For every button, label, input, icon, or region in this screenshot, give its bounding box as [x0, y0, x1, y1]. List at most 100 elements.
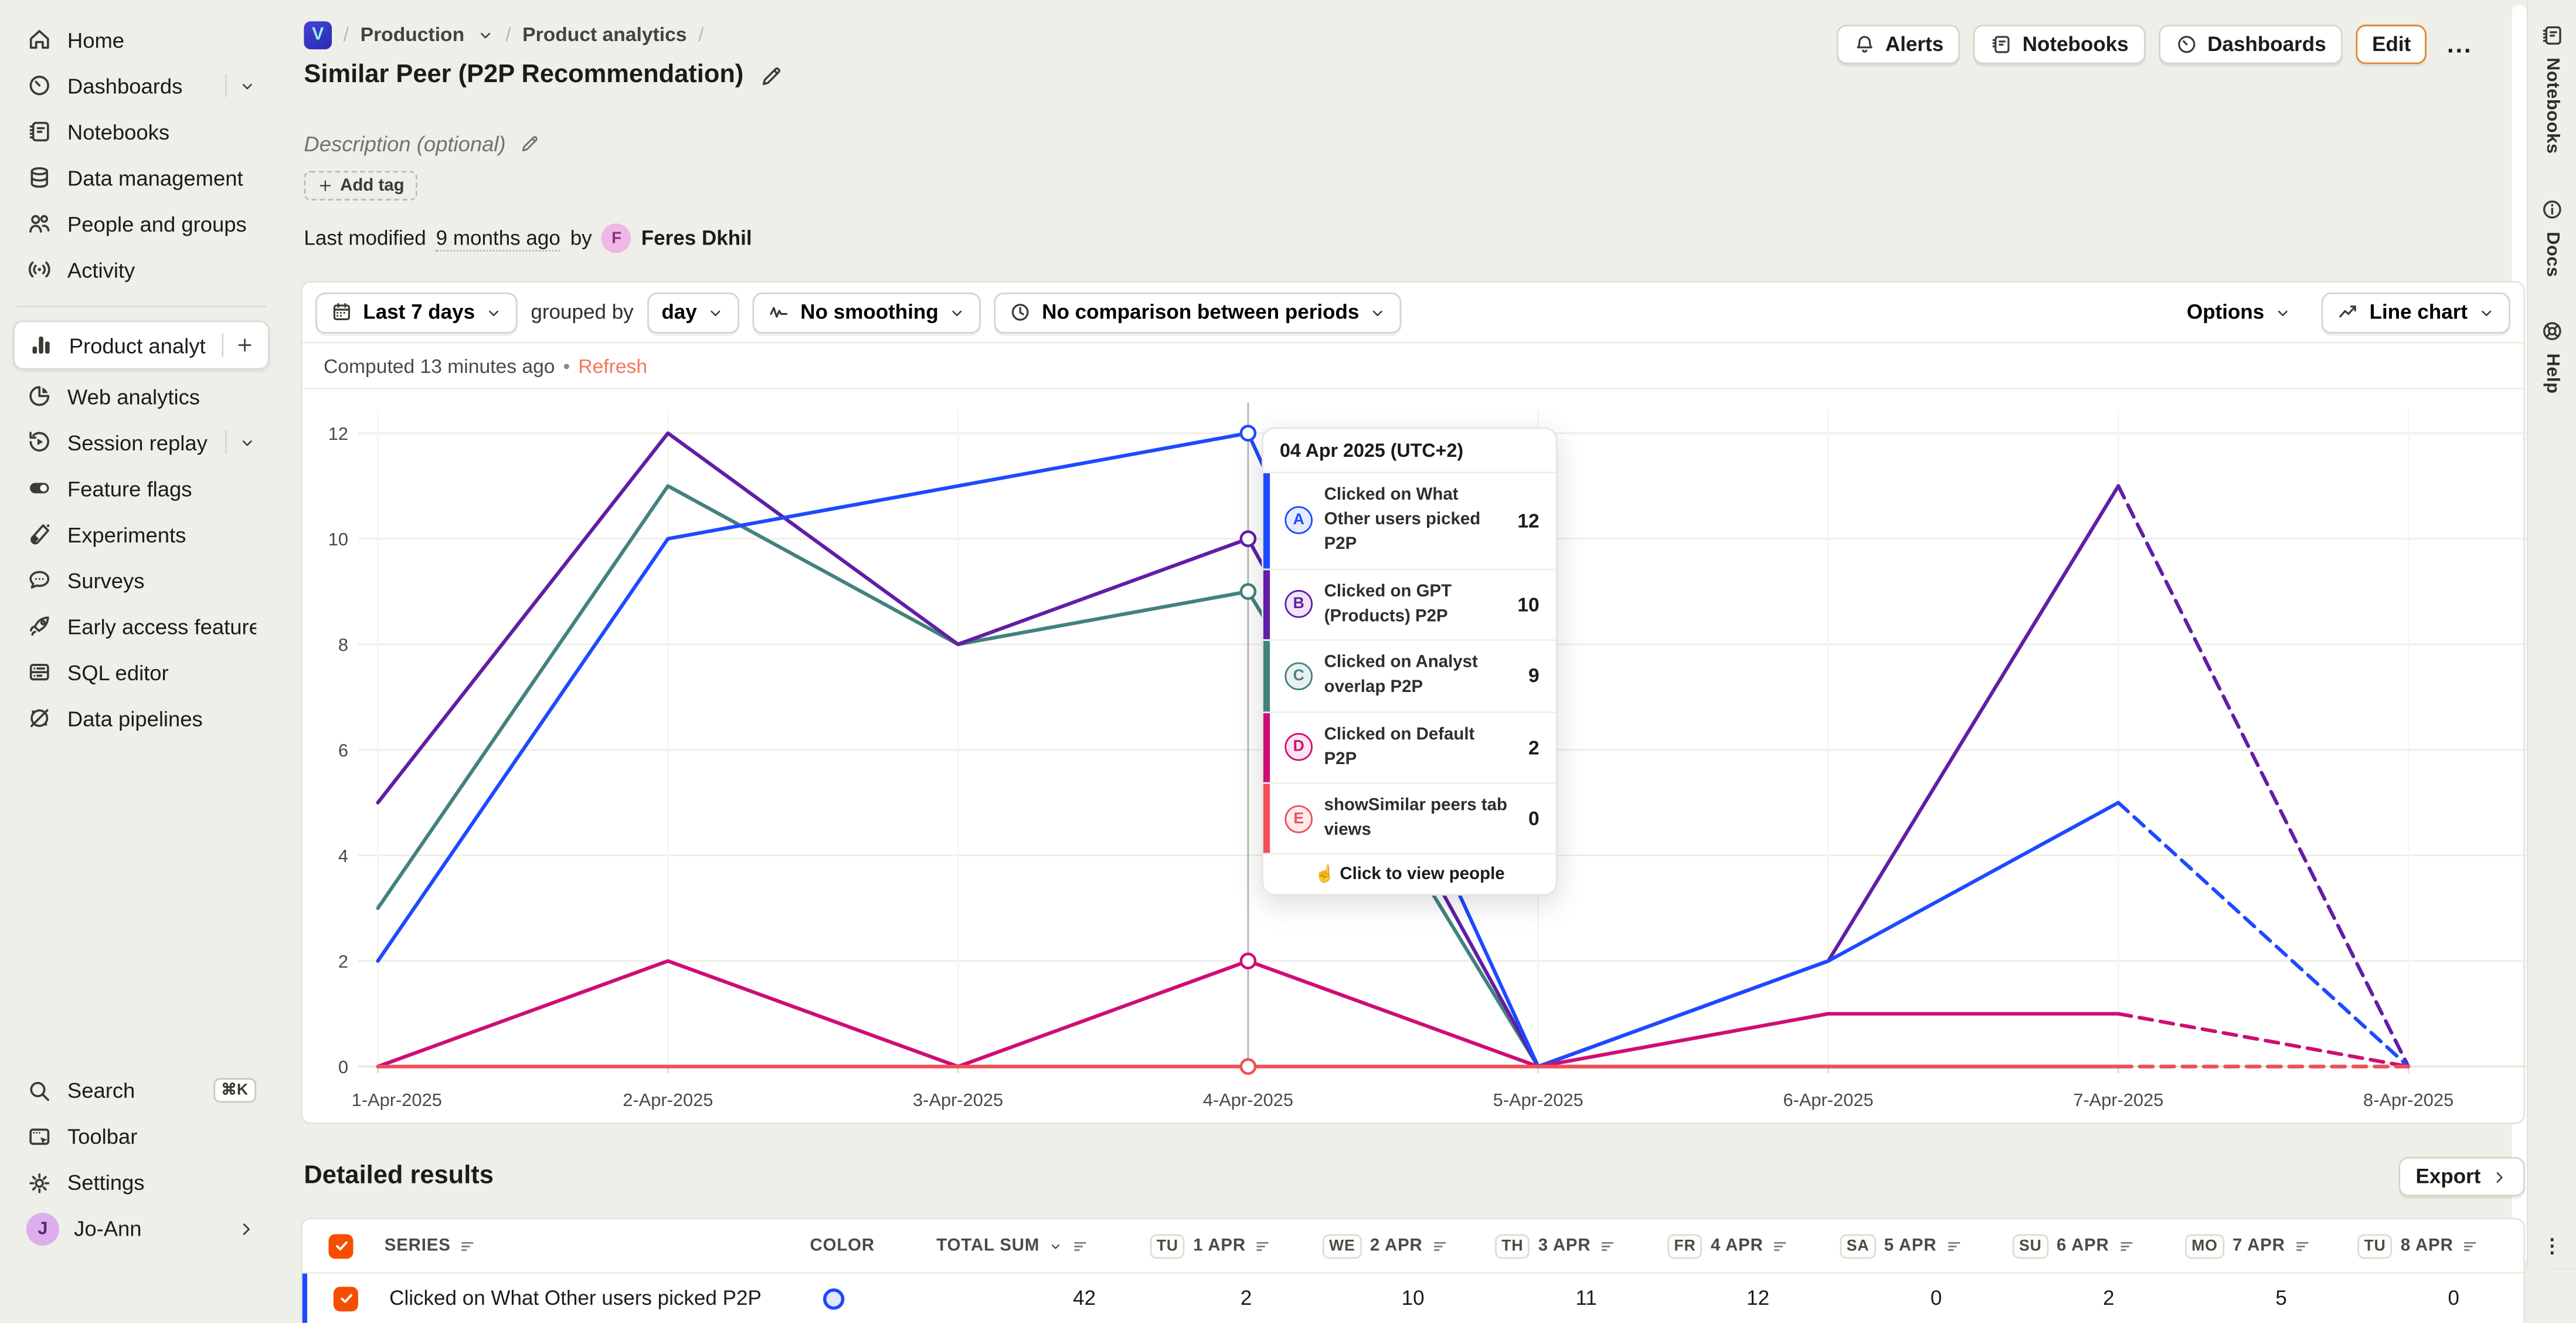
row-checkbox[interactable] [334, 1286, 358, 1311]
series-value: 0 [1528, 807, 1540, 830]
row-value: 12 [1746, 1287, 1845, 1310]
filter-bar: Last 7 days grouped by day No smoothing … [303, 283, 2524, 344]
dashboards-button[interactable]: Dashboards [2158, 25, 2343, 64]
author-name[interactable]: Feres Dkhil [641, 227, 752, 250]
sidebar-item-people-and-groups[interactable]: People and groups [13, 201, 269, 246]
date-column-header[interactable]: TU1 APR [1150, 1233, 1323, 1258]
sidebar-item-user[interactable]: J Jo-Ann [13, 1205, 269, 1251]
series-letter-badge: A [1284, 507, 1313, 535]
date-label: 5 APR [1884, 1236, 1937, 1256]
breadcrumb-section[interactable]: Product analytics [522, 23, 687, 46]
series-column-header[interactable]: SERIES [385, 1236, 451, 1256]
date-column-header[interactable]: TU8 APR [2357, 1233, 2525, 1258]
date-label: 2 APR [1370, 1236, 1423, 1256]
sidebar-item-settings[interactable]: Settings [13, 1159, 269, 1205]
series-letter-badge: B [1284, 591, 1313, 619]
date-column-header[interactable]: SU6 APR [2013, 1233, 2185, 1258]
edit-title-pencil-icon[interactable] [759, 63, 783, 88]
row-value: 0 [1931, 1287, 2017, 1310]
rail-more-icon[interactable]: ⋮ [2543, 1240, 2563, 1251]
modified-time[interactable]: 9 months ago [436, 226, 560, 250]
sidebar-item-data-management[interactable]: Data management [13, 154, 269, 200]
sidebar-item-product-analytics[interactable]: Product analytics [13, 320, 269, 369]
series-color-swatch[interactable] [823, 1288, 844, 1309]
sort-icon[interactable] [2462, 1237, 2480, 1255]
sidebar-item-sql-editor[interactable]: SQL editor [13, 649, 269, 695]
sidebar-item-label: Dashboards [67, 73, 210, 98]
sort-icon[interactable] [2293, 1237, 2312, 1255]
svg-text:1-Apr-2025: 1-Apr-2025 [352, 1090, 442, 1110]
sidebar-item-dashboards[interactable]: Dashboards [13, 62, 269, 108]
options-button[interactable]: Options [2174, 291, 2306, 333]
sort-icon[interactable] [1254, 1237, 1272, 1255]
sort-icon[interactable] [1431, 1237, 1449, 1255]
line-chart[interactable]: 0246810121-Apr-20252-Apr-20253-Apr-20254… [303, 389, 2524, 1122]
date-range-filter[interactable]: Last 7 days [315, 291, 518, 333]
rail-tab-help[interactable]: Help [2540, 320, 2564, 395]
series-label: Clicked on GPT (Products) P2P [1324, 579, 1500, 629]
tooltip-series-row: BClicked on GPT (Products) P2P10 [1263, 568, 1556, 640]
sidebar-item-search[interactable]: Search⌘K [13, 1067, 269, 1113]
chart-type-selector[interactable]: Line chart [2322, 291, 2510, 333]
interval-filter[interactable]: day [647, 291, 739, 333]
sidebar-item-session-replay[interactable]: Session replay [13, 419, 269, 465]
rail-tab-docs[interactable]: Docs [2540, 196, 2564, 276]
date-column-header[interactable]: FR4 APR [1667, 1233, 1840, 1258]
date-column-header[interactable]: WE2 APR [1323, 1233, 1495, 1258]
notebooks-button[interactable]: Notebooks [1973, 25, 2145, 64]
comparison-filter[interactable]: No comparison between periods [994, 291, 1402, 333]
row-value: 10 [1402, 1287, 1500, 1310]
refresh-link[interactable]: Refresh [578, 354, 647, 377]
chevron-down-icon[interactable] [238, 76, 256, 94]
sort-icon[interactable] [459, 1237, 477, 1255]
project-logo[interactable]: V [304, 21, 332, 49]
sidebar-item-label: Toolbar [67, 1124, 256, 1149]
more-options-icon[interactable]: ... [2441, 30, 2479, 59]
sort-icon[interactable] [1599, 1237, 1617, 1255]
edit-description-pencil-icon[interactable] [519, 133, 540, 154]
sort-icon[interactable] [2118, 1237, 2136, 1255]
add-tag-button[interactable]: Add tag [304, 171, 417, 200]
table-row[interactable]: Clicked on What Other users picked P2P42… [303, 1274, 2524, 1323]
sidebar-item-data-pipelines[interactable]: Data pipelines [13, 695, 269, 741]
sidebar-item-surveys[interactable]: Surveys [13, 557, 269, 603]
sidebar-item-feature-flags[interactable]: Feature flags [13, 465, 269, 511]
total-sum-column-header[interactable]: TOTAL SUM [936, 1236, 1039, 1256]
sort-icon[interactable] [1071, 1237, 1089, 1255]
select-all-checkbox[interactable] [328, 1233, 353, 1258]
date-column-header[interactable]: SA5 APR [1840, 1233, 2013, 1258]
color-column-header[interactable]: COLOR [810, 1236, 875, 1256]
series-color-bar [1263, 569, 1270, 639]
chevron-down-icon[interactable] [238, 433, 256, 451]
pointer-hand-icon: ☝ [1314, 867, 1335, 885]
sort-icon[interactable] [1945, 1237, 1963, 1255]
topbar: V / Production / Product analytics / Sim… [279, 0, 2512, 94]
sidebar-item-early-access-features[interactable]: Early access features [13, 603, 269, 649]
chevron-down-icon[interactable] [476, 25, 494, 43]
chevron-down-icon[interactable] [1048, 1239, 1062, 1253]
sort-icon[interactable] [1772, 1237, 1790, 1255]
author-avatar[interactable]: F [602, 223, 631, 253]
tooltip-series-row: CClicked on Analyst overlap P2P9 [1263, 639, 1556, 711]
alerts-button[interactable]: Alerts [1836, 25, 1960, 64]
date-column-header[interactable]: TH3 APR [1495, 1233, 1667, 1258]
description-placeholder[interactable]: Description (optional) [304, 131, 505, 155]
sidebar-item-activity[interactable]: Activity [13, 246, 269, 292]
activity-icon [26, 256, 53, 283]
sidebar-item-notebooks[interactable]: Notebooks [13, 108, 269, 154]
smoothing-filter[interactable]: No smoothing [753, 291, 981, 333]
date-column-header[interactable]: MO7 APR [2185, 1233, 2357, 1258]
sidebar-item-experiments[interactable]: Experiments [13, 511, 269, 557]
export-button[interactable]: Export [2399, 1157, 2525, 1196]
rail-tab-notebooks[interactable]: Notebooks [2540, 23, 2564, 154]
breadcrumb-project[interactable]: Production [361, 23, 464, 46]
sidebar-item-toolbar[interactable]: Toolbar [13, 1114, 269, 1159]
edit-button[interactable]: Edit [2356, 25, 2427, 64]
series-value: 12 [1517, 509, 1539, 532]
sidebar-item-home[interactable]: Home [13, 16, 269, 62]
results-table: SERIES COLOR TOTAL SUM TU1 APRWE2 APRTH3… [301, 1218, 2525, 1323]
plus-icon[interactable] [235, 335, 255, 355]
sidebar-item-web-analytics[interactable]: Web analytics [13, 373, 269, 419]
sidebar-item-label: Web analytics [67, 384, 256, 408]
tooltip-footer[interactable]: ☝Click to view people [1263, 854, 1556, 895]
